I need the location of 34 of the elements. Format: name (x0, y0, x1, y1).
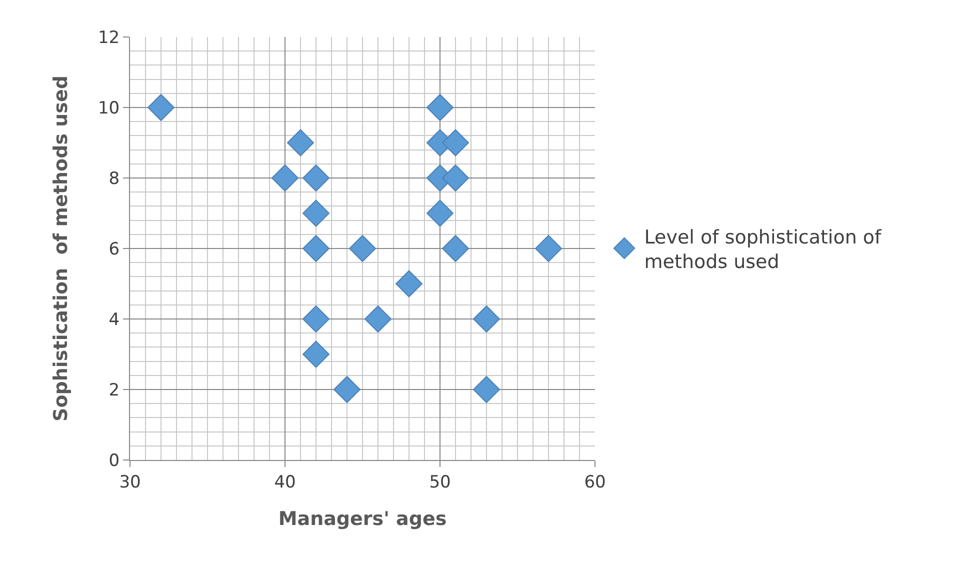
y-tick-label: 8 (108, 168, 120, 189)
point (302, 235, 330, 262)
y-tick-label: 0 (108, 450, 120, 471)
x-tick-label: 50 (429, 472, 451, 492)
point (442, 164, 469, 192)
x-axis-title: Managers' ages (278, 508, 447, 530)
point (334, 376, 360, 403)
point (272, 164, 298, 192)
y-tick-label: 12 (98, 28, 120, 48)
point (302, 200, 330, 227)
y-tick-label: 2 (108, 380, 120, 400)
point (287, 129, 314, 156)
point (349, 235, 376, 262)
point (364, 306, 392, 332)
point (302, 164, 330, 192)
point (302, 340, 330, 368)
legend-label: Level of sophistication of methods used (644, 226, 883, 273)
point (442, 129, 469, 156)
point (302, 306, 330, 332)
y-tick-label: 6 (108, 239, 120, 260)
y-axis-title: Sophistication of methods used (50, 76, 72, 422)
y-tick-label: 10 (98, 98, 120, 118)
point (396, 270, 422, 298)
y-tick-label: 4 (108, 310, 120, 330)
point (442, 235, 469, 262)
point (148, 94, 174, 121)
x-tick-label: 30 (119, 472, 141, 492)
x-tick-label: 40 (274, 472, 296, 492)
point (426, 200, 454, 227)
point (426, 94, 454, 121)
x-tick-label: 60 (584, 472, 606, 492)
point (535, 235, 562, 262)
point (473, 376, 500, 403)
point (473, 306, 500, 332)
